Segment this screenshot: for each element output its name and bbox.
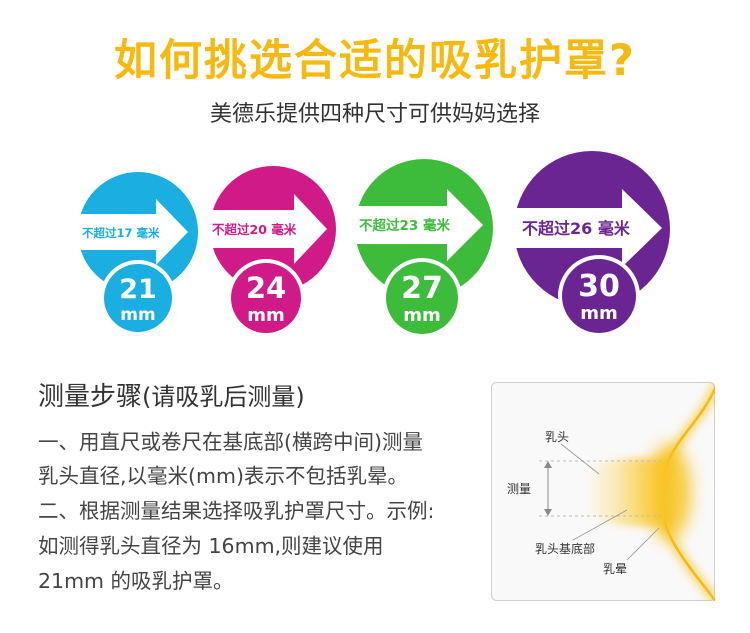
size-limit-label: 不超过20 毫米 bbox=[212, 222, 297, 237]
measurement-diagram: 乳头 测量 乳头基底部 乳晕 bbox=[491, 382, 722, 604]
arrow-down-icon bbox=[544, 509, 552, 516]
page-subtitle: 美德乐提供四种尺寸可供妈妈选择 bbox=[209, 102, 540, 127]
size-limit-label: 不超过26 毫米 bbox=[522, 219, 631, 238]
size-unit: mm bbox=[120, 305, 155, 325]
areola-label: 乳晕 bbox=[603, 562, 627, 576]
measure-label: 测量 bbox=[507, 482, 531, 496]
arrow-right-icon bbox=[512, 189, 662, 267]
steps-title: 测量步骤 bbox=[38, 382, 143, 412]
step-line: 21mm 的吸乳护罩。 bbox=[38, 569, 234, 593]
page-title: 如何挑选合适的吸乳护罩? bbox=[114, 36, 636, 86]
arrow-up-icon bbox=[544, 461, 552, 468]
size-number: 30 bbox=[578, 269, 620, 304]
size-badge-30: 不超过26 毫米 30 mm bbox=[512, 151, 670, 337]
step-line: 二、根据测量结果选择吸乳护罩尺寸。示例: bbox=[38, 499, 435, 523]
size-limit-label: 不超过17 毫米 bbox=[82, 226, 160, 240]
size-unit: mm bbox=[403, 305, 441, 326]
steps-heading: 测量步骤(请吸乳后测量) bbox=[38, 376, 305, 413]
size-unit: mm bbox=[580, 303, 618, 324]
size-limit-label: 不超过23 毫米 bbox=[359, 217, 450, 234]
nipple-shape bbox=[591, 457, 669, 527]
base-label: 乳头基底部 bbox=[535, 541, 595, 556]
size-badge-27: 不超过23 毫米 27 mm bbox=[351, 159, 493, 339]
size-number: 27 bbox=[401, 271, 443, 306]
size-number: 21 bbox=[119, 274, 157, 305]
size-badge-21: 不超过17 毫米 21 mm bbox=[72, 172, 198, 342]
arrow-right-icon bbox=[72, 199, 188, 265]
arrow-right-icon bbox=[206, 194, 327, 264]
steps-note: (请吸乳后测量) bbox=[142, 383, 305, 411]
size-badge-24: 不超过20 毫米 24 mm bbox=[206, 166, 336, 341]
step-line: 如测得乳头直径为 16mm,则建议使用 bbox=[38, 534, 384, 558]
size-number: 24 bbox=[246, 271, 286, 305]
step-line: 一、用直尺或卷尺在基底部(横跨中间)测量 bbox=[38, 430, 423, 454]
size-unit: mm bbox=[247, 305, 285, 326]
nipple-label: 乳头 bbox=[545, 430, 569, 444]
step-line: 乳头直径,以毫米(mm)表示不包括乳晕。 bbox=[38, 464, 408, 488]
arrow-right-icon bbox=[351, 189, 483, 261]
